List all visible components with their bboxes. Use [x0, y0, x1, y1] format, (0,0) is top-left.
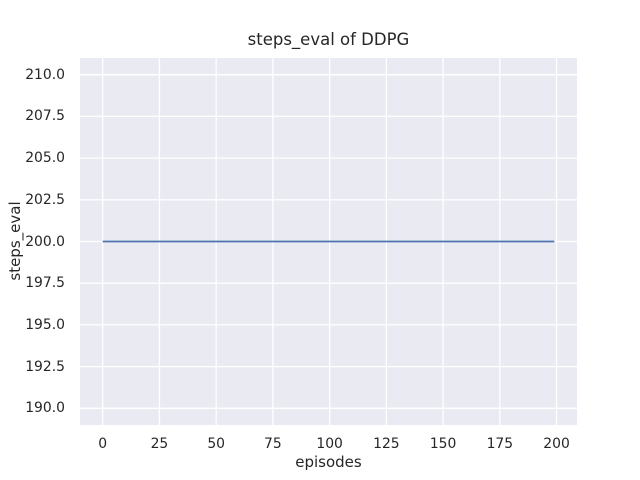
- y-tick-label: 207.5: [25, 108, 65, 125]
- x-tick-label: 100: [316, 436, 343, 452]
- y-tick-label: 210.0: [25, 66, 65, 83]
- x-tick-label: 125: [373, 436, 400, 452]
- x-tick-label: 0: [98, 436, 108, 452]
- y-tick-label: 192.5: [25, 358, 65, 375]
- x-axis-label: episodes: [295, 453, 362, 471]
- plot-svg: [80, 58, 577, 425]
- y-tick-label: 200.0: [25, 233, 65, 250]
- chart-title: steps_eval of DDPG: [247, 30, 410, 49]
- x-tick-label: 25: [150, 436, 169, 452]
- plot-area: [80, 58, 577, 425]
- x-tick-label: 150: [429, 436, 457, 452]
- x-tick-label: 175: [486, 436, 514, 452]
- y-tick-label: 205.0: [25, 150, 65, 167]
- y-tick-label: 190.0: [25, 400, 65, 417]
- x-tick-label: 75: [264, 436, 282, 452]
- x-tick-label: 50: [207, 436, 225, 452]
- y-tick-label: 195.0: [25, 316, 65, 333]
- y-tick-label: 197.5: [25, 275, 65, 292]
- y-axis-label: steps_eval: [6, 201, 24, 281]
- y-tick-label: 202.5: [25, 191, 65, 208]
- x-tick-label: 200: [543, 436, 570, 452]
